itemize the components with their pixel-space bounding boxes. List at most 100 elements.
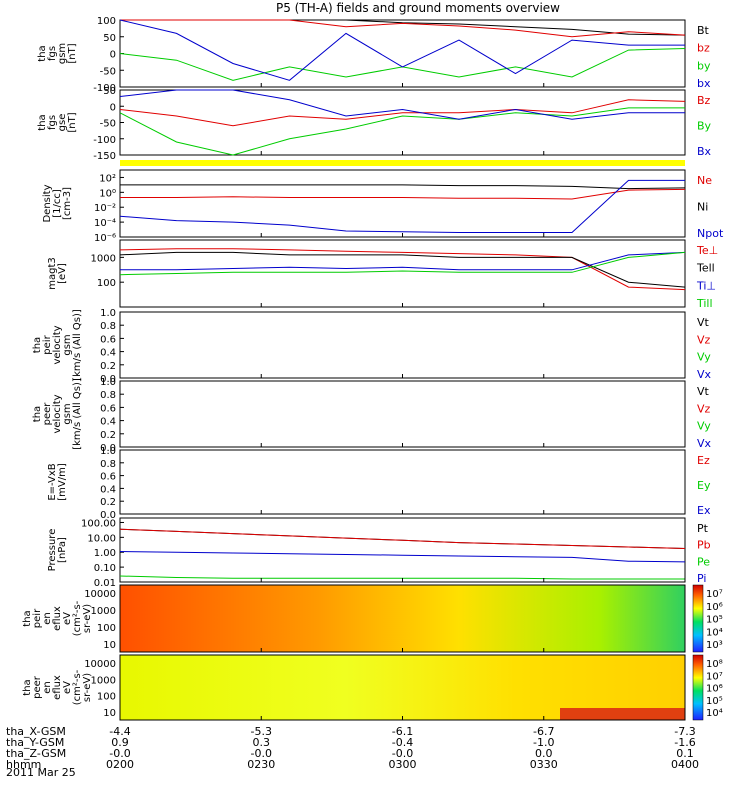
y-tick-label: -50 (100, 119, 116, 130)
y-tick-label: 1.0 (100, 377, 116, 388)
axes-box (119, 517, 686, 583)
legend-Ey: Ey (697, 479, 711, 492)
yellow-bar (120, 160, 685, 166)
y-tick-label: 0.4 (100, 348, 116, 359)
ylabel-peer_spec: eflux (52, 675, 63, 700)
y-tick-label: 0 (110, 102, 116, 113)
y-tick-label: 0.8 (100, 390, 116, 401)
colorbar-tick: 10⁶ (706, 684, 723, 695)
y-tick-label: 10 (103, 640, 116, 651)
series-Pi (119, 551, 686, 563)
series-Till (119, 251, 686, 276)
x-row-label: hhmm (6, 758, 41, 771)
x-tick-value: -6.7 (533, 725, 554, 738)
y-tick-label: 1.00 (94, 548, 116, 559)
y-tick-label: 0.0 (100, 443, 116, 454)
legend-Pi: Pi (697, 572, 706, 585)
ylabel-fgs: gsm (57, 43, 68, 64)
legend-Npot: Npot (697, 227, 724, 240)
ylabel-peer_spec: en (42, 681, 53, 694)
y-tick-label: 100.00 (81, 518, 116, 529)
ylabel-fgs: [nT] (67, 43, 78, 63)
colorbar-tick: 10⁸ (706, 659, 723, 670)
y-tick-label: 0.6 (100, 403, 116, 414)
panel-temp: magt3 [eV] 1000 100 Te⊥ Tell Ti⊥ Till (47, 239, 718, 310)
ylabel-peer_spec: tha (22, 679, 33, 695)
legend-Vx: Vx (697, 437, 712, 450)
ylabel-peir_spec: peir (32, 608, 43, 628)
legend-Pb: Pb (697, 539, 711, 552)
panel-peir_spec: tha peir en eflux eV (cm²-s-sr-eV) 10000 1000 10… (22, 584, 723, 653)
y-tick-label: 0.6 (100, 472, 116, 483)
y-tick-label: 0 (110, 50, 116, 61)
x-axis-table: tha_X-GSMtha_Y-GSMtha_Z-GSMhhmm-4.40.9-0… (6, 83, 699, 771)
ylabel-pressure: [nPa] (57, 537, 68, 563)
series-Npot (119, 179, 685, 233)
x-tick-value: 0400 (671, 758, 699, 771)
x-tick-value: -0.4 (392, 736, 413, 749)
y-tick-label: 0.8 (100, 321, 116, 332)
x-tick-value: -0.0 (392, 747, 413, 760)
y-tick-label: 0.2 (100, 361, 116, 372)
spectrogram-band (560, 708, 685, 720)
legend-bx: bx (697, 77, 711, 90)
legend-Ex: Ex (697, 504, 711, 517)
colorbar-tick: 10⁵ (706, 615, 723, 626)
y-tick-label: 0.4 (100, 484, 116, 495)
axes-box (119, 89, 686, 156)
panel-pressure: Pressure [nPa] 100.00 10.00 1.00 0.10 0.01 Pt Pb… (47, 517, 711, 589)
ylabel-efield: [mV/m] (57, 463, 68, 501)
colorbar-tick: 10⁴ (706, 627, 723, 638)
ylabel-peir_spec: (cm²-s- (72, 600, 83, 636)
x-tick-value: 0200 (106, 758, 134, 771)
series-By (119, 107, 685, 156)
y-tick-label: 50 (103, 33, 116, 44)
x-tick-value: 0.3 (253, 736, 271, 749)
x-tick-value: -4.4 (109, 725, 130, 738)
ylabel-fgs_gse: [nT] (67, 112, 78, 132)
x-tick-value: 0330 (530, 758, 558, 771)
legend-Vz: Vz (697, 402, 711, 415)
y-tick-label: -50 (100, 66, 116, 77)
series-Bx (119, 89, 685, 120)
series-by (119, 48, 686, 81)
x-tick-value: -0.0 (109, 747, 130, 760)
axes-box (119, 19, 686, 88)
y-tick-label: 0.0 (100, 510, 116, 521)
legend-Vt: Vt (697, 316, 710, 329)
y-tick-label: 100 (97, 623, 116, 634)
y-tick-label: 1000 (91, 253, 116, 264)
y-tick-label: 10⁻⁴ (94, 218, 116, 229)
ylabel-temp: magt3 (47, 257, 58, 290)
colorbar-tick: 10⁴ (706, 708, 723, 719)
x-tick-value: -0.0 (251, 747, 272, 760)
y-tick-label: 50 (103, 86, 116, 97)
ylabel-density: [1/cc] (52, 189, 63, 218)
legend-bz: bz (697, 42, 710, 55)
y-tick-label: 10⁻⁶ (94, 233, 116, 244)
y-tick-label: 10 (103, 708, 116, 719)
y-tick-label: 0.2 (100, 497, 116, 508)
date-label: 2011 Mar 25 (6, 766, 76, 779)
y-tick-label: 100 (97, 692, 116, 703)
ylabel-efield: E=-VxB (47, 463, 58, 500)
legend-Ne: Ne (697, 174, 712, 187)
series-Bz (119, 99, 686, 127)
legend-Bt: Bt (697, 24, 710, 37)
axes-box (119, 169, 686, 238)
axes-box (119, 311, 686, 379)
ylabel-peir_v: [km/s (All Qs)] (72, 309, 83, 381)
ylabel-peer_v: [km/s (All Qs)] (72, 378, 83, 450)
y-tick-label: 0.6 (100, 334, 116, 345)
ylabel-peir_spec: en (42, 612, 53, 625)
ylabel-temp: [eV] (57, 263, 68, 284)
y-tick-label: 0.10 (94, 563, 116, 574)
legend-By: By (697, 120, 712, 133)
ylabel-fgs_gse: tha (37, 114, 48, 130)
legend-Vx: Vx (697, 368, 712, 381)
ylabel-peir_v: gsm (62, 334, 73, 355)
y-tick-label: 0.8 (100, 459, 116, 470)
colorbar-tick: 10⁷ (706, 589, 723, 600)
legend-Te⊥: Te⊥ (696, 244, 718, 257)
